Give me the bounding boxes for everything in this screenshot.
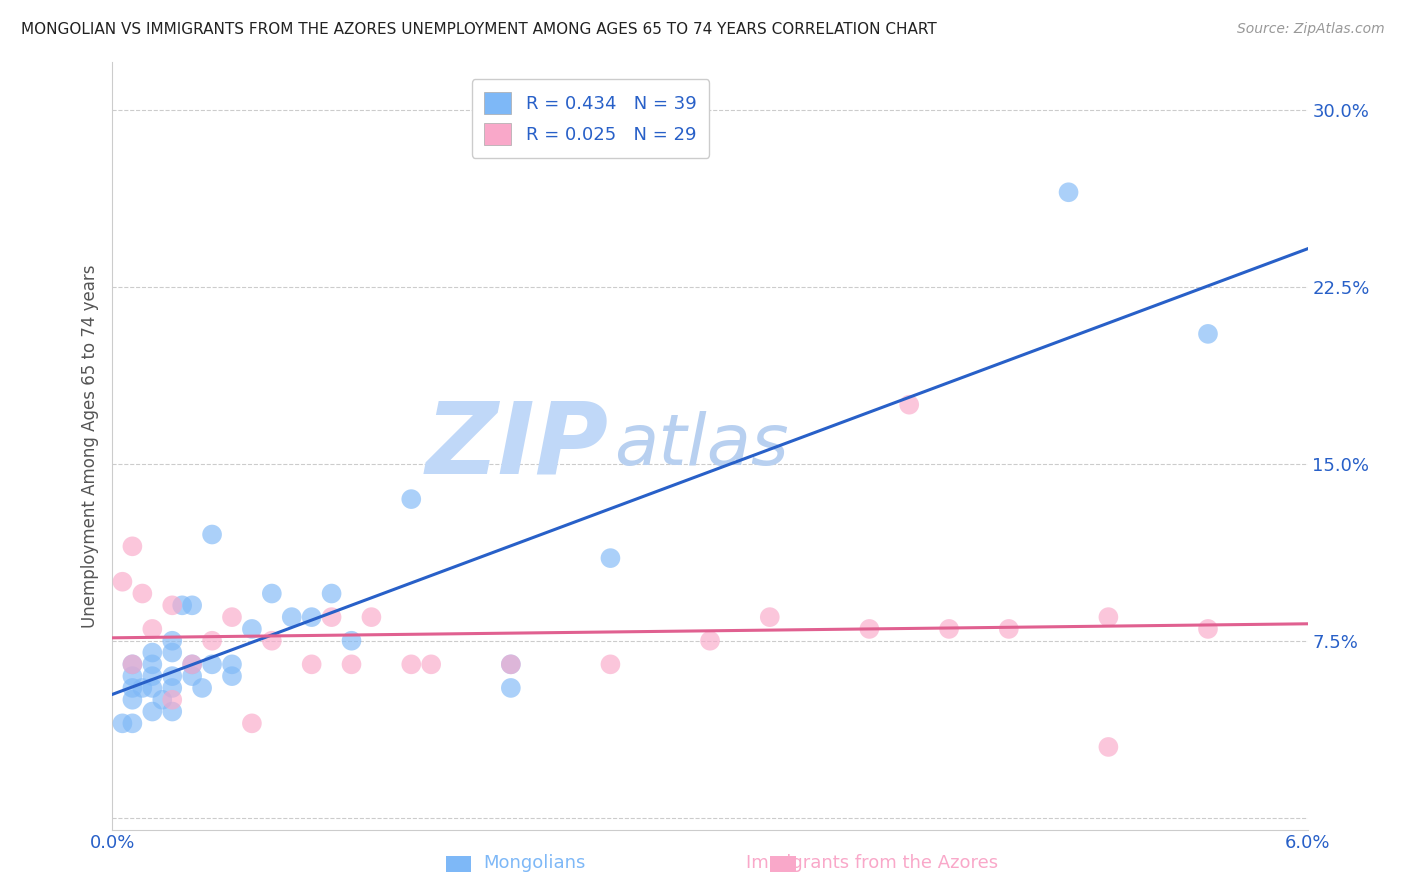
Point [260, 633, 283, 648]
Point [162, 681, 183, 695]
Point [499, 681, 522, 695]
Point [162, 669, 183, 683]
Point [121, 657, 143, 672]
Point [281, 610, 304, 624]
Point [221, 657, 243, 672]
Point [121, 716, 143, 731]
Point [191, 681, 214, 695]
Point [111, 716, 134, 731]
Text: atlas: atlas [614, 411, 789, 481]
Point [759, 610, 782, 624]
Point [181, 599, 204, 613]
Point [599, 657, 621, 672]
Point [301, 610, 323, 624]
Point [162, 599, 183, 613]
Point [201, 633, 224, 648]
Point [1097, 610, 1119, 624]
Y-axis label: Unemployment Among Ages 65 to 74 years: Unemployment Among Ages 65 to 74 years [80, 264, 98, 628]
Point [162, 633, 183, 648]
Point [141, 669, 163, 683]
Point [181, 669, 204, 683]
Text: Source: ZipAtlas.com: Source: ZipAtlas.com [1237, 22, 1385, 37]
Point [131, 586, 153, 600]
Point [121, 681, 143, 695]
Point [1097, 739, 1119, 754]
Legend: R = 0.434   N = 39, R = 0.025   N = 29: R = 0.434 N = 39, R = 0.025 N = 29 [472, 79, 709, 158]
Point [360, 610, 382, 624]
Point [401, 657, 423, 672]
Point [260, 586, 283, 600]
Point [131, 681, 153, 695]
Point [121, 692, 143, 706]
Point [340, 633, 363, 648]
Point [1197, 326, 1219, 341]
Point [201, 657, 224, 672]
Point [150, 692, 173, 706]
Point [221, 610, 243, 624]
Point [998, 622, 1021, 636]
Point [141, 705, 163, 719]
Text: MONGOLIAN VS IMMIGRANTS FROM THE AZORES UNEMPLOYMENT AMONG AGES 65 TO 74 YEARS C: MONGOLIAN VS IMMIGRANTS FROM THE AZORES … [21, 22, 936, 37]
Text: Mongolians: Mongolians [484, 855, 585, 872]
Point [181, 657, 204, 672]
Point [221, 669, 243, 683]
Point [121, 539, 143, 553]
Point [141, 657, 163, 672]
Point [162, 646, 183, 660]
Point [420, 657, 443, 672]
Text: Immigrants from the Azores: Immigrants from the Azores [745, 855, 998, 872]
Point [201, 527, 224, 541]
Point [141, 622, 163, 636]
Point [240, 716, 263, 731]
Point [499, 657, 522, 672]
Point [401, 492, 423, 507]
Point [340, 657, 363, 672]
Point [141, 681, 163, 695]
Point [172, 599, 194, 613]
Point [699, 633, 721, 648]
Point [858, 622, 880, 636]
Point [321, 586, 343, 600]
Point [1197, 622, 1219, 636]
Point [938, 622, 960, 636]
Point [111, 574, 134, 589]
Point [301, 657, 323, 672]
Point [1057, 186, 1080, 200]
Point [321, 610, 343, 624]
Point [599, 551, 621, 566]
Point [181, 657, 204, 672]
Point [141, 646, 163, 660]
Point [162, 705, 183, 719]
Point [499, 657, 522, 672]
Point [898, 398, 921, 412]
Point [121, 669, 143, 683]
Point [121, 657, 143, 672]
FancyBboxPatch shape [770, 856, 796, 872]
Point [240, 622, 263, 636]
Text: ZIP: ZIP [426, 398, 609, 494]
FancyBboxPatch shape [446, 856, 471, 872]
Point [162, 692, 183, 706]
